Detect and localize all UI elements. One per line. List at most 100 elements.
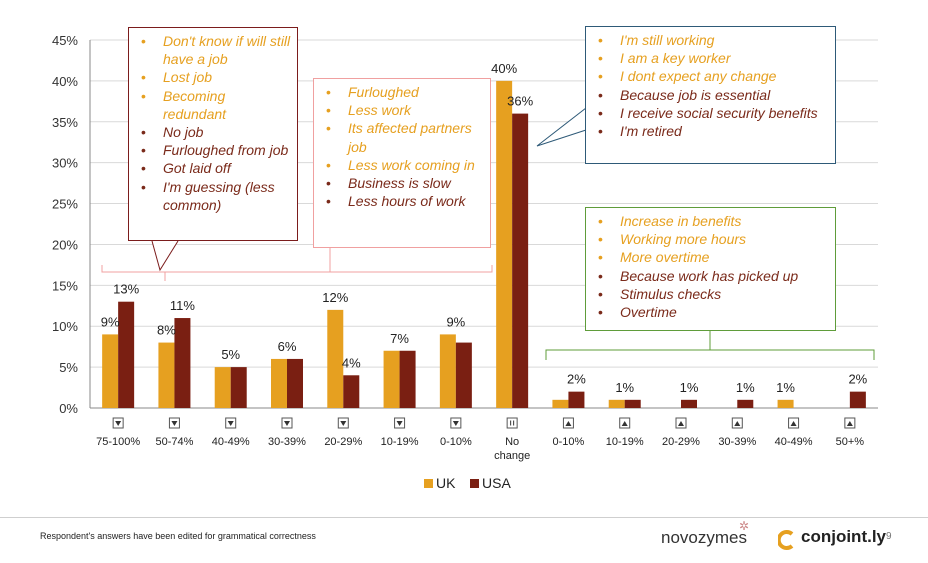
data-label: 12% [322, 290, 348, 305]
pause-icon [506, 417, 518, 429]
data-label: 1% [776, 380, 795, 395]
x-tick-label: 20-29% [324, 436, 362, 448]
callout-item: Got laid off [137, 159, 291, 177]
data-label: 1% [680, 380, 699, 395]
bar-usa [568, 391, 585, 408]
bar-uk [439, 334, 456, 408]
y-tick-label: 15% [52, 278, 78, 293]
callout-item: Stimulus checks [594, 285, 829, 303]
bar-usa [737, 399, 754, 408]
bracket-increase [545, 349, 875, 360]
callout-item: Its affected partners job [322, 119, 484, 155]
bar-usa [287, 358, 303, 408]
bar-usa [455, 342, 472, 408]
callout-item: Overtime [594, 303, 829, 321]
legend-swatch-uk [424, 479, 433, 488]
bar-uk [214, 367, 231, 408]
callout-item: Less work [322, 101, 484, 119]
bar-usa [118, 301, 135, 408]
x-tick-label: 40-49% [775, 436, 813, 448]
down-arrow-glyph [284, 421, 290, 426]
down-arrow-glyph [227, 421, 234, 426]
data-label: 6% [278, 339, 297, 354]
callout-item: I am a key worker [594, 49, 829, 67]
bar-usa [343, 375, 360, 408]
x-tick-label: 50+% [836, 436, 865, 448]
bar-usa [512, 113, 529, 408]
legend-label: USA [482, 475, 511, 491]
x-tick-label: 0-10% [440, 436, 472, 448]
novozymes-mark-icon: ✲ [739, 519, 750, 533]
footnote: Respondent's answers have been edited fo… [40, 531, 316, 541]
x-tick-label: 10-19% [606, 436, 644, 448]
callout-item: Business is slow [322, 174, 484, 192]
y-tick-label: 40% [52, 74, 78, 89]
y-tick-label: 5% [59, 360, 78, 375]
up-arrow-glyph [790, 421, 797, 426]
x-tick-label: change [494, 450, 530, 462]
bar-uk [158, 342, 175, 408]
x-tick-label: 50-74% [155, 436, 193, 448]
conjoint-logo: conjoint.ly [801, 527, 886, 546]
x-tick-label: 30-39% [718, 436, 756, 448]
data-label: 2% [567, 372, 586, 387]
down-arrow-glyph [452, 421, 459, 426]
callout-item: Less hours of work [322, 192, 484, 210]
callout-pointer [151, 240, 179, 272]
x-tick-label: 10-19% [381, 436, 419, 448]
up-arrow-glyph [621, 421, 628, 426]
callout-item: Increase in benefits [594, 212, 829, 230]
bar-usa [230, 367, 247, 408]
data-label: 5% [221, 347, 240, 362]
bracket-decrease [101, 265, 493, 273]
down-arrow-glyph [115, 421, 122, 426]
data-label: 1% [615, 380, 634, 395]
callout-list: Don't know if will still have a jobLost … [137, 32, 291, 214]
callout-item: Don't know if will still have a job [137, 32, 291, 68]
down-arrow-glyph [171, 421, 178, 426]
callout-item: Working more hours [594, 230, 829, 248]
legend-swatch-usa [470, 479, 479, 488]
bar-usa [399, 350, 416, 408]
bar-usa [849, 391, 866, 408]
bar-usa [174, 318, 191, 408]
novozymes-logo: novozymes [661, 528, 747, 547]
up-arrow-glyph [846, 421, 853, 426]
up-arrow-glyph [565, 421, 572, 426]
data-label: 2% [848, 372, 867, 387]
x-tick-label: 20-29% [662, 436, 700, 448]
y-tick-label: 0% [59, 401, 78, 416]
bar-uk [327, 309, 344, 408]
y-tick-label: 45% [52, 33, 78, 48]
footer-divider [0, 517, 928, 518]
callout-decrease-small: FurloughedLess workIts affected partners… [313, 78, 491, 248]
callout-pointer [536, 107, 587, 147]
callout-list: FurloughedLess workIts affected partners… [322, 83, 484, 211]
data-label: 13% [113, 282, 139, 297]
bar-usa [681, 399, 697, 408]
callout-increase: Increase in benefitsWorking more hoursMo… [585, 207, 836, 331]
callout-item: Furloughed from job [137, 141, 291, 159]
callout-list: I'm still workingI am a key workerI dont… [594, 31, 829, 140]
page-number: 9 [886, 531, 892, 542]
callout-item: No job [137, 123, 291, 141]
bar-uk [496, 80, 513, 408]
x-tick-label: 30-39% [268, 436, 306, 448]
up-arrow-glyph [734, 421, 741, 426]
data-label: 40% [491, 61, 517, 76]
callout-item: Because job is essential [594, 86, 829, 104]
legend-label: UK [436, 475, 456, 491]
y-tick-label: 30% [52, 156, 78, 171]
x-tick-label: 40-49% [212, 436, 250, 448]
callout-item: Because work has picked up [594, 267, 829, 285]
y-tick-label: 20% [52, 237, 78, 252]
data-label: 9% [446, 314, 465, 329]
callout-item: I'm still working [594, 31, 829, 49]
x-tick-label: 0-10% [553, 436, 585, 448]
x-tick-label: 75-100% [96, 436, 140, 448]
data-label: 1% [736, 380, 755, 395]
callout-item: I'm guessing (less common) [137, 178, 291, 214]
y-tick-label: 25% [52, 197, 78, 212]
data-label: 7% [390, 331, 409, 346]
callout-item: Furloughed [322, 83, 484, 101]
